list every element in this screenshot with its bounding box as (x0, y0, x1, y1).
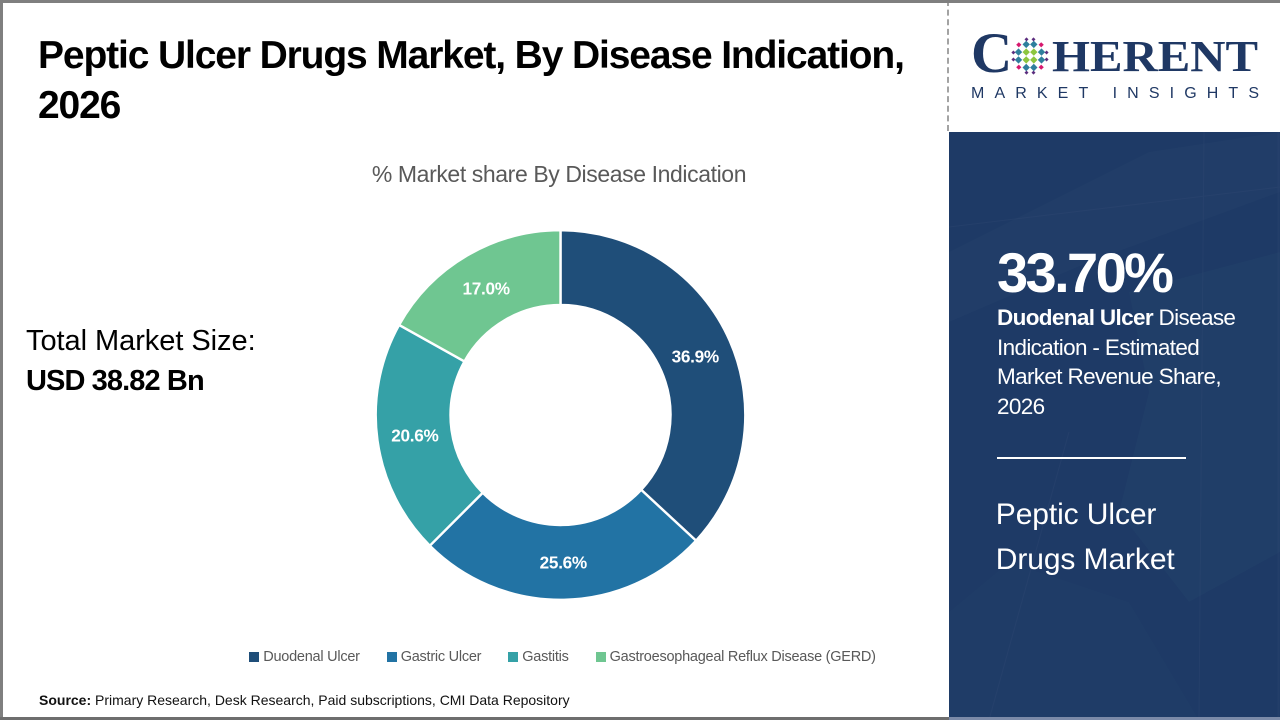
svg-text:C: C (971, 22, 1012, 85)
svg-text:25.6%: 25.6% (540, 552, 587, 572)
svg-text:36.9%: 36.9% (672, 347, 719, 367)
svg-text:MARKET INSIGHTS: MARKET INSIGHTS (971, 85, 1259, 102)
svg-text:17.0%: 17.0% (463, 279, 510, 299)
svg-text:20.6%: 20.6% (392, 426, 439, 446)
svg-text:HERENT: HERENT (1052, 31, 1258, 81)
